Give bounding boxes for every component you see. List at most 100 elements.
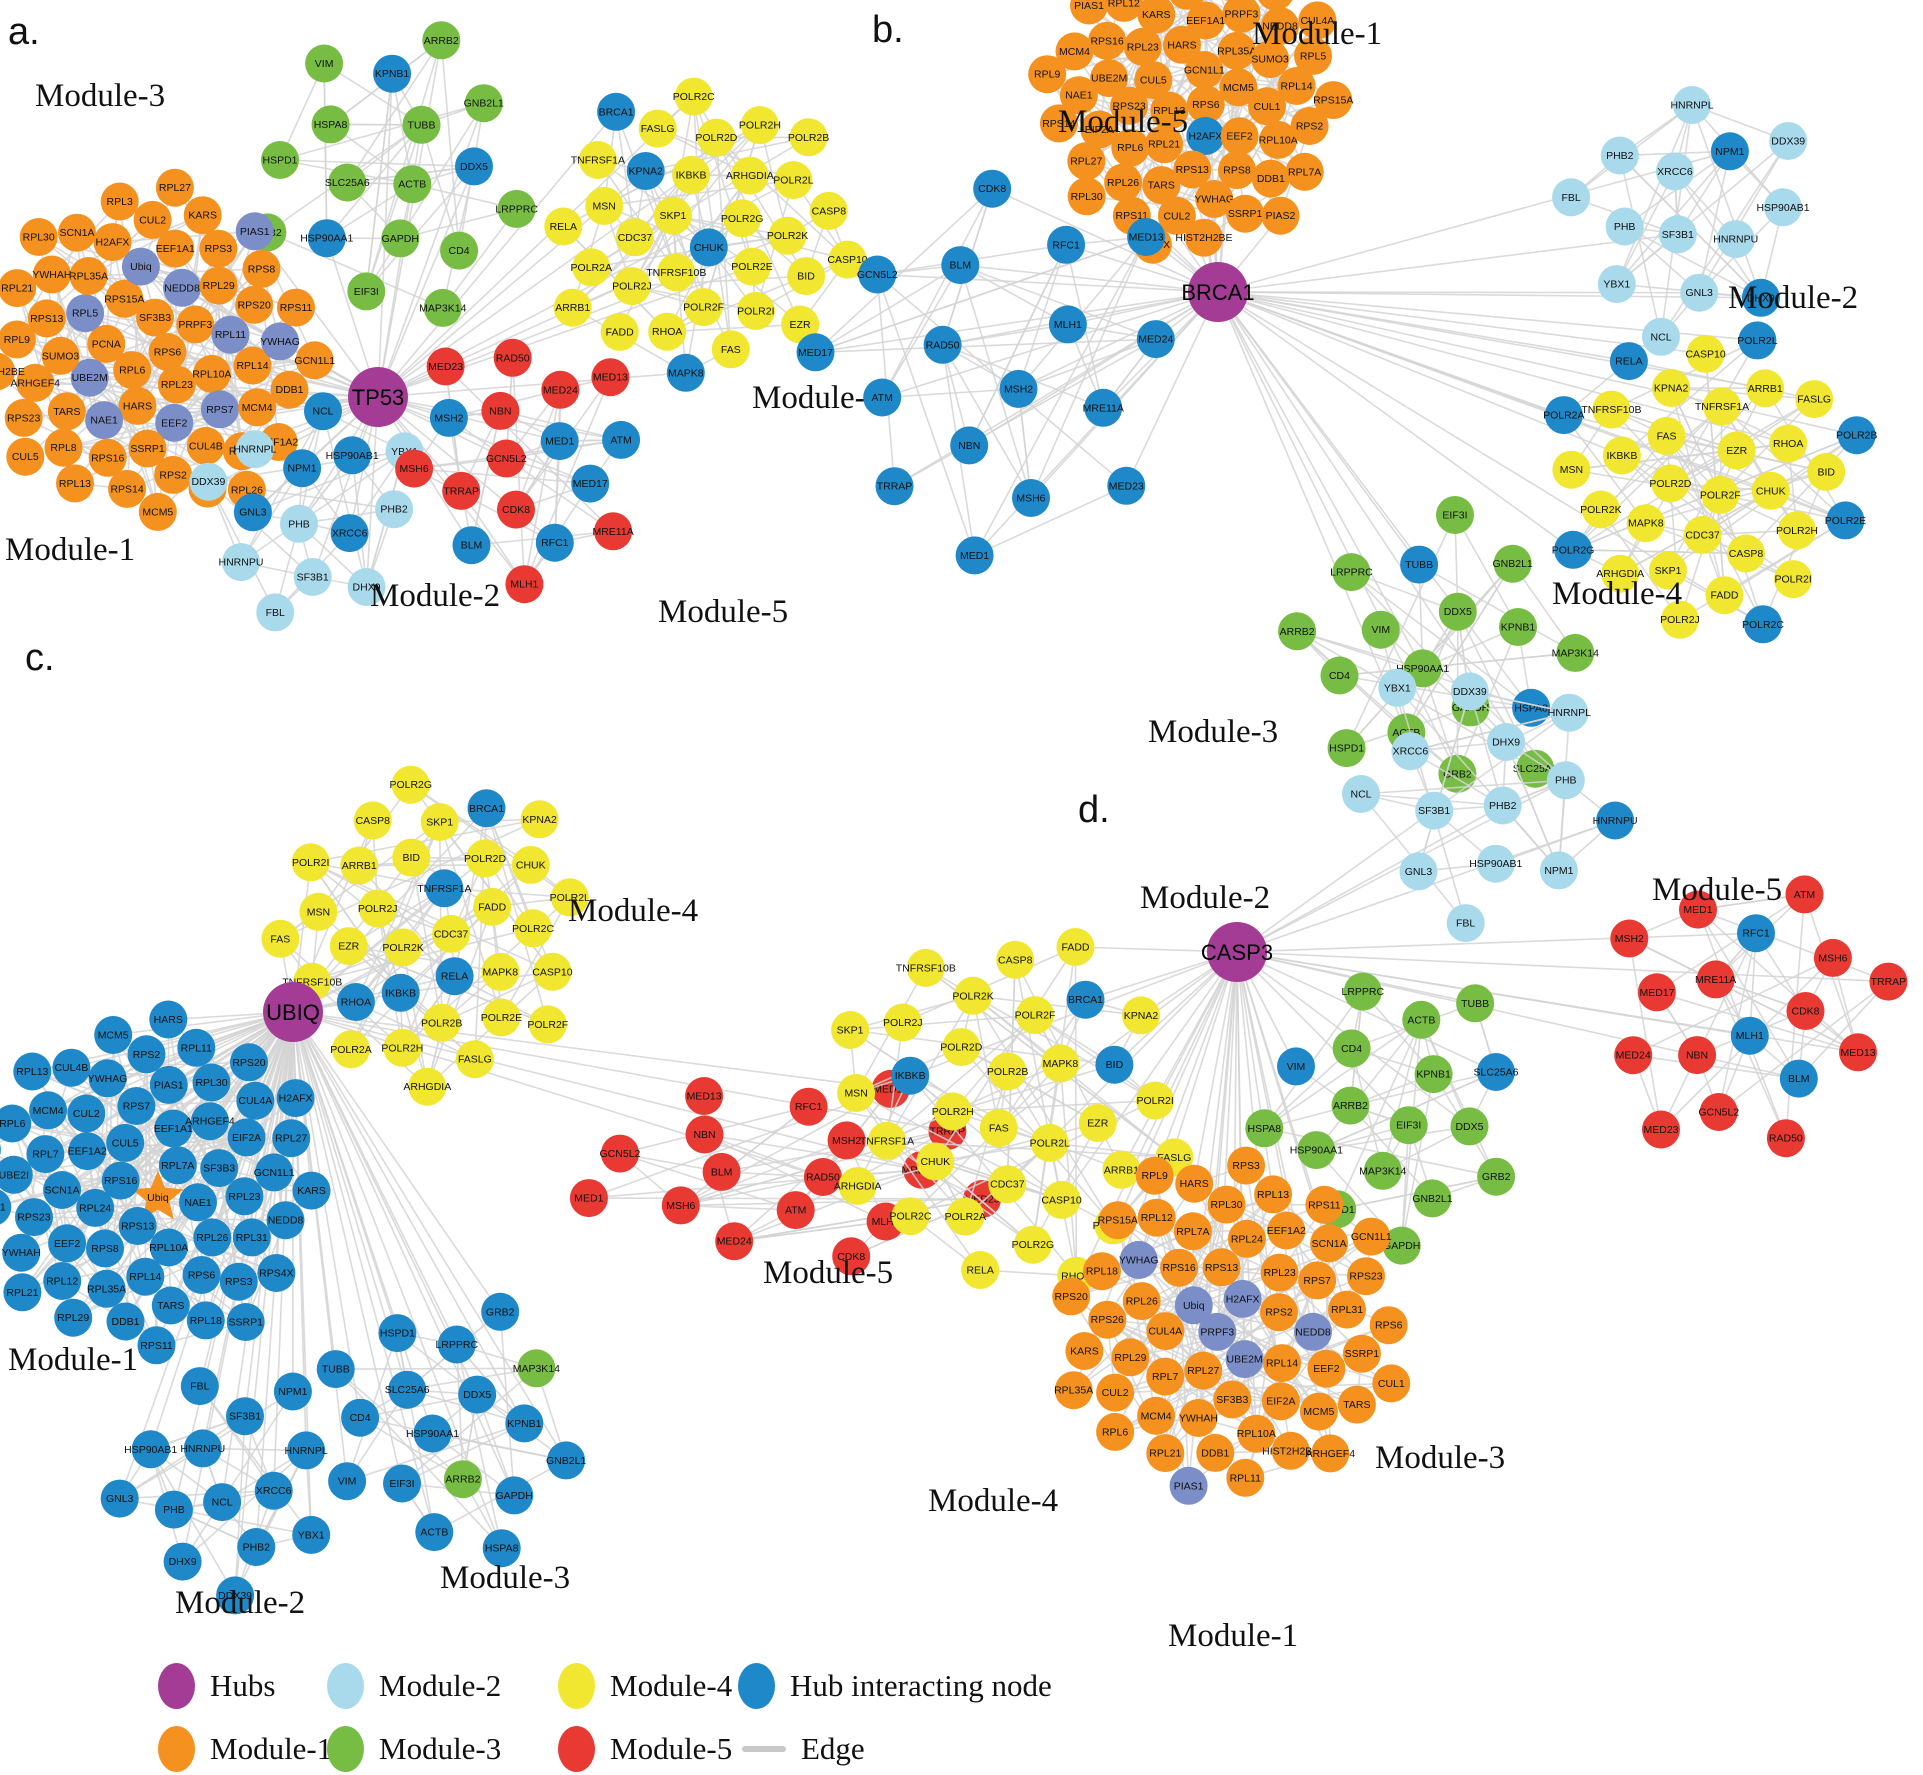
node-label: NPM1: [1544, 865, 1573, 877]
node-label: POLR2F: [683, 302, 724, 314]
node-label: PCNA: [92, 338, 121, 350]
node-label: HSP90AA1: [1396, 663, 1449, 675]
node-label: NPM1: [278, 1386, 307, 1398]
node-circle: [452, 526, 491, 565]
node-TNFRSF10B: TNFRSF10B: [646, 253, 706, 292]
node-label: TRRAP: [877, 481, 913, 493]
node-label: MED13: [1129, 232, 1164, 244]
node-label: RPS11: [140, 1340, 173, 1352]
node-layer: PHB2SF3B1DHX9HSP90AB1XRCC6PHBGNL3DDX39NP…: [831, 668, 1908, 1505]
node-circle: [54, 1298, 93, 1337]
node-MCM4: MCM4: [1137, 1396, 1176, 1435]
node-label: FBL: [190, 1381, 209, 1393]
node-POLR2I: POLR2I: [1136, 1081, 1175, 1120]
node-circle: [353, 801, 392, 840]
node-label: MED24: [717, 1236, 752, 1248]
node-RPL5: RPL5: [66, 294, 105, 333]
node-circle: [1402, 1000, 1441, 1039]
node-circle: [638, 109, 677, 148]
node-label: CDK8: [502, 504, 530, 516]
node-circle: [1254, 1175, 1293, 1214]
node-NBN: NBN: [685, 1115, 724, 1154]
node-circle: [232, 1218, 271, 1257]
node-RPL14: RPL14: [1277, 67, 1316, 105]
node-label: KPNA2: [1654, 382, 1689, 394]
node-CUL2: CUL2: [133, 200, 172, 239]
node-ACTB: ACTB: [1402, 1000, 1441, 1039]
node-RPL10A: RPL10A: [192, 354, 231, 393]
node-label: TUBB: [322, 1364, 350, 1376]
node-circle: [1013, 1225, 1052, 1264]
node-label: SF3B1: [1662, 229, 1694, 241]
node-circle: [227, 1118, 266, 1157]
node-label: POLR2H: [1776, 525, 1818, 537]
node-TUBB: TUBB: [1400, 545, 1439, 584]
node-label: MAP3K14: [419, 302, 466, 314]
node-MED13: MED13: [1127, 218, 1166, 256]
node-circle: [1218, 151, 1256, 190]
node-RPL6: RPL6: [113, 351, 152, 390]
panel-letter-b: b.: [872, 9, 904, 51]
node-circle: [138, 492, 177, 531]
node-label: MLH1: [1054, 319, 1082, 331]
node-circle: [533, 952, 572, 991]
node-label: RPS14: [1042, 118, 1075, 130]
node-label: UBE2M: [1091, 73, 1127, 85]
node-EIF3I: EIF3I: [1389, 1106, 1428, 1145]
node-SLC25A6: SLC25A6: [1513, 749, 1558, 788]
node-label: CDC37: [1685, 529, 1720, 541]
node-label: POLR2C: [512, 923, 554, 935]
node-circle: [137, 1326, 176, 1365]
node-label: TNFRSF1A: [417, 883, 471, 895]
node-label: POLR2A: [330, 1044, 371, 1056]
node-RPS3: RPS3: [219, 1262, 258, 1301]
node-SSRP1: SSRP1: [128, 429, 167, 468]
node-CUL2: CUL2: [1157, 196, 1196, 235]
node-circle: [332, 1030, 370, 1069]
node-label: KPNB1: [1501, 621, 1536, 633]
node-circle: [1751, 471, 1790, 510]
node-circle: [979, 1109, 1018, 1148]
node-circle: [106, 1123, 145, 1162]
node-circle: [591, 358, 630, 397]
node-circle: [594, 512, 633, 551]
node-POLR2K: POLR2K: [382, 928, 424, 967]
node-HSP90AB1: HSP90AB1: [326, 436, 379, 475]
node-POLR2D: POLR2D: [464, 839, 506, 878]
node-circle: [293, 558, 332, 596]
node-label: POLR2A: [571, 262, 612, 274]
node-RPL23: RPL23: [157, 365, 196, 404]
node-label: RPS3: [225, 1276, 253, 1288]
node-label: MSH6: [666, 1200, 695, 1212]
node-RPS20: RPS20: [1052, 1277, 1091, 1316]
hub-circle: [348, 367, 408, 427]
node-label: TNFRSF10B: [646, 267, 706, 279]
node-circle: [237, 1528, 276, 1566]
node-label: MSH2: [1615, 933, 1644, 945]
node-circle: [230, 1043, 268, 1082]
node-YBX1: YBX1: [1378, 668, 1417, 707]
node-FADD: FADD: [1056, 928, 1095, 966]
node-label: POLR2J: [1660, 614, 1700, 626]
node-label: BRCA1: [599, 106, 634, 118]
node-RPS20: RPS20: [230, 1043, 268, 1082]
node-MED1: MED1: [955, 536, 994, 575]
node-label: POLR2J: [883, 1017, 923, 1029]
node-circle: [487, 439, 526, 478]
node-label: RPL13: [16, 1066, 48, 1078]
node-HSPA8: HSPA8: [1245, 1109, 1284, 1148]
node-MAPK8: MAPK8: [481, 952, 520, 991]
node-label: RPS2: [133, 1049, 161, 1061]
node-GCN1L1: GCN1L1: [1351, 1217, 1392, 1256]
node-label: EIF2A: [1266, 1396, 1295, 1408]
node-label: FADD: [478, 901, 506, 913]
node-label: PIAS1: [154, 1079, 184, 1091]
node-RPS14: RPS14: [1039, 104, 1078, 143]
node-POLR2B: POLR2B: [421, 1003, 462, 1042]
node-label: PRPF3: [1200, 1326, 1234, 1338]
node-circle: [182, 1256, 221, 1294]
node-HSP90AA1: HSP90AA1: [300, 219, 353, 258]
node-label: RPL3: [107, 196, 133, 208]
node-RPL21: RPL21: [1145, 125, 1184, 164]
node-label: RPL21: [1149, 1448, 1181, 1460]
